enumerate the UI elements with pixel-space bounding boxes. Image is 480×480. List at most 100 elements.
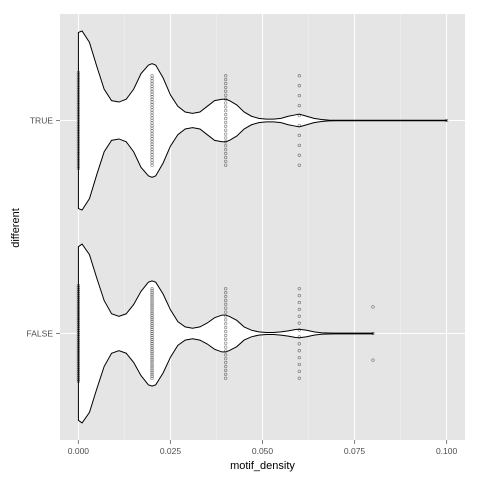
data-point <box>76 342 81 346</box>
data-point <box>224 302 228 306</box>
data-point <box>76 110 81 114</box>
data-point <box>150 352 154 356</box>
data-point <box>76 152 81 156</box>
data-point <box>150 124 154 128</box>
data-point <box>150 147 154 152</box>
data-point <box>76 147 81 151</box>
data-point <box>150 291 154 295</box>
data-point <box>297 328 301 332</box>
data-point <box>76 323 81 327</box>
data-point <box>76 124 81 129</box>
data-point <box>76 301 81 305</box>
data-point <box>224 318 228 322</box>
data-point <box>297 74 301 78</box>
data-point <box>76 137 81 141</box>
data-point <box>76 317 81 321</box>
data-point <box>76 85 81 89</box>
data-point <box>224 372 228 376</box>
data-point <box>76 100 81 104</box>
data-point <box>224 159 228 163</box>
data-point <box>76 332 81 337</box>
data-point <box>150 346 154 350</box>
data-point <box>224 329 228 334</box>
data-point <box>150 100 154 104</box>
data-point <box>224 314 228 318</box>
data-point <box>224 78 228 82</box>
violins <box>77 30 448 424</box>
data-point <box>76 154 81 158</box>
data-point <box>224 151 228 156</box>
data-point <box>150 142 154 146</box>
data-point <box>76 377 81 382</box>
y-tick-label-true: TRUE <box>30 116 53 126</box>
data-point <box>76 139 81 144</box>
data-point <box>224 148 228 152</box>
data-point <box>150 344 154 348</box>
data-point <box>76 289 81 294</box>
data-point <box>76 129 81 134</box>
data-point <box>76 321 81 325</box>
data-point <box>224 132 228 136</box>
data-point <box>224 128 228 132</box>
data-point <box>76 368 81 372</box>
data-point <box>76 360 81 364</box>
data-point <box>224 326 228 330</box>
data-point <box>150 74 154 78</box>
data-point <box>76 334 81 339</box>
data-point <box>297 349 301 353</box>
data-point <box>76 70 81 75</box>
data-point <box>76 364 81 368</box>
data-point <box>76 326 81 331</box>
data-point <box>76 336 81 341</box>
data-point <box>150 376 154 380</box>
data-point <box>76 330 81 335</box>
x-tick-label: 0.025 <box>160 446 182 456</box>
data-point <box>76 142 81 146</box>
data-point <box>224 140 228 144</box>
data-point <box>76 346 81 350</box>
data-point <box>150 329 154 334</box>
data-point <box>76 287 81 292</box>
data-point <box>297 376 301 380</box>
data-point <box>150 105 154 109</box>
data-point <box>224 291 228 295</box>
data-point <box>150 299 154 303</box>
data-point <box>150 339 154 344</box>
data-point <box>297 103 301 108</box>
data-point <box>224 97 228 101</box>
data-point <box>150 134 154 138</box>
data-point <box>150 158 154 162</box>
data-point <box>150 287 154 291</box>
data-point <box>150 315 154 319</box>
data-point <box>150 113 154 117</box>
data-point <box>150 366 154 370</box>
data-point <box>297 113 301 118</box>
data-point <box>150 348 154 352</box>
data-point <box>297 287 301 291</box>
data-point <box>76 379 81 384</box>
data-point <box>224 124 228 128</box>
data-point <box>150 160 154 165</box>
data-point <box>297 300 301 305</box>
data-point <box>76 93 81 97</box>
data-point <box>150 370 154 374</box>
data-point <box>150 76 154 81</box>
data-point <box>76 127 81 131</box>
data-point <box>76 299 81 303</box>
data-point <box>150 319 154 323</box>
data-point <box>76 285 81 290</box>
data-point <box>297 342 301 346</box>
data-point <box>150 79 154 83</box>
data-point <box>297 362 301 367</box>
data-point <box>224 357 228 361</box>
data-point <box>150 327 154 332</box>
data-point <box>150 295 154 299</box>
data-point <box>76 315 81 319</box>
data-point <box>224 74 228 78</box>
data-point <box>224 376 228 380</box>
x-tick-label: 0.050 <box>252 446 274 456</box>
data-point <box>150 317 154 321</box>
y-tick-label-false: FALSE <box>27 329 54 339</box>
data-point <box>297 321 301 325</box>
data-point <box>76 156 81 161</box>
